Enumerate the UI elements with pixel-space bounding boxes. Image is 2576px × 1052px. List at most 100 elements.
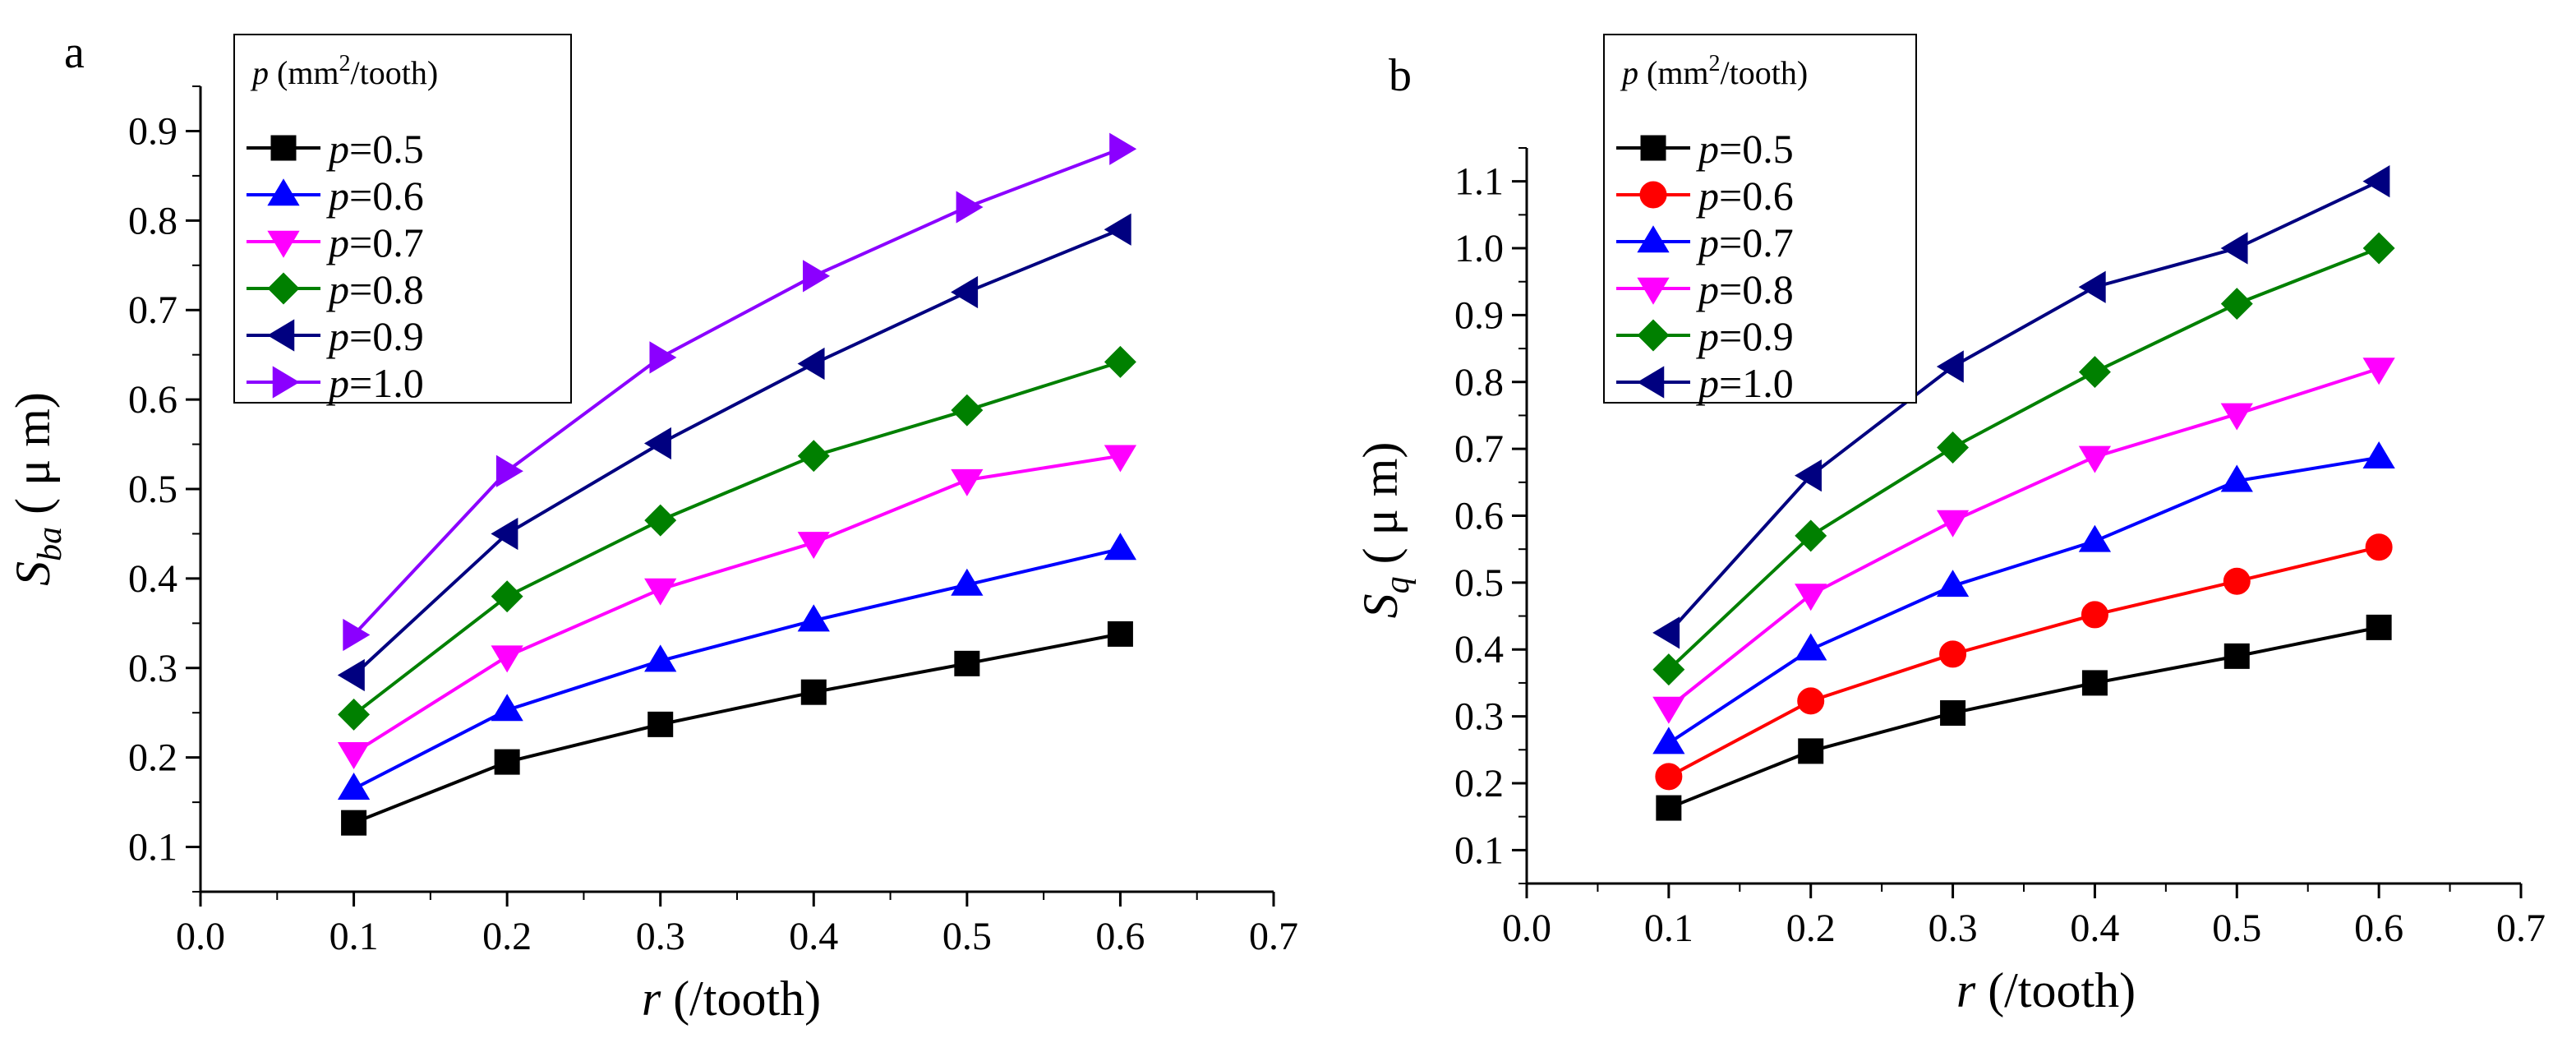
legend: p (mm2/tooth) p=0.5p=0.6p=0.7p=0.8p=0.9p=… bbox=[1603, 34, 1917, 406]
y-tick-label: 0.9 bbox=[1454, 293, 1504, 337]
data-point bbox=[494, 749, 520, 775]
legend-title: p (mm2/tooth) bbox=[1620, 51, 1808, 91]
series-2 bbox=[1652, 441, 2395, 754]
legend-marker bbox=[270, 135, 297, 161]
chart-panel-b: b 0.0 0.1 0.2 0.3 0.4 0.5 0.6 0.7 0.1 0.2 0.3 0.4 0.5… bbox=[1353, 34, 2546, 1017]
series-1 bbox=[337, 533, 1137, 801]
y-tick-label: 0.3 bbox=[1454, 695, 1504, 739]
legend-marker bbox=[1637, 366, 1665, 399]
data-point bbox=[1798, 738, 1824, 764]
data-point bbox=[2220, 464, 2253, 492]
data-point bbox=[2223, 567, 2251, 595]
y-axis-title: Sba ( μ m) bbox=[6, 392, 69, 586]
series-1 bbox=[1655, 533, 2393, 791]
data-point bbox=[1652, 727, 1685, 754]
data-point bbox=[951, 468, 984, 496]
y-axis-title: Sq ( μ m) bbox=[1353, 442, 1417, 619]
data-point bbox=[2078, 524, 2112, 552]
data-point bbox=[797, 604, 830, 632]
y-tick-label: 0.8 bbox=[128, 199, 177, 242]
x-tick-label: 0.2 bbox=[1786, 907, 1836, 950]
legend-marker bbox=[267, 230, 300, 258]
legend-label: p=0.9 bbox=[326, 313, 424, 359]
x-tick-label: 0.3 bbox=[636, 915, 685, 958]
legend-entry: p=1.0 bbox=[247, 360, 424, 406]
legend-label: p=0.5 bbox=[326, 126, 424, 172]
x-tick-label: 0.1 bbox=[1644, 907, 1694, 950]
x-tick-label: 0.0 bbox=[176, 915, 225, 958]
legend-entry: p=0.6 bbox=[247, 173, 424, 219]
data-point bbox=[337, 741, 371, 769]
legend-entry: p=0.9 bbox=[1616, 313, 1794, 359]
x-tick-label: 0.3 bbox=[1929, 907, 1978, 950]
data-point bbox=[1937, 431, 1970, 464]
data-point bbox=[2365, 533, 2393, 561]
legend-label: p=0.8 bbox=[326, 266, 424, 312]
data-point bbox=[644, 504, 677, 537]
legend-marker bbox=[1637, 225, 1670, 253]
legend-marker bbox=[1640, 135, 1666, 161]
legend-label: p=0.6 bbox=[326, 173, 424, 219]
data-point bbox=[1104, 213, 1131, 246]
y-tick-label: 0.6 bbox=[128, 378, 177, 422]
legend-marker bbox=[1637, 319, 1670, 352]
legend-entry: p=0.7 bbox=[247, 219, 424, 265]
data-point bbox=[1104, 445, 1137, 473]
legend-title: p (mm2/tooth) bbox=[250, 51, 438, 91]
legend-entry: p=0.5 bbox=[247, 126, 424, 172]
chart-panel-a: a 0.0 0.1 0.2 0.3 0.4 0.5 0.6 0.7 0.1 0.2 0.3 0.4 0.5… bbox=[6, 27, 1298, 1026]
y-tick-label: 0.7 bbox=[128, 288, 177, 332]
series-line bbox=[353, 147, 1122, 636]
data-point bbox=[2220, 403, 2253, 431]
data-point bbox=[800, 679, 827, 705]
y-tick-label: 0.7 bbox=[1454, 427, 1504, 471]
y-tick-label: 0.2 bbox=[1454, 762, 1504, 805]
data-point bbox=[2220, 232, 2248, 265]
legend-label: p=0.7 bbox=[1696, 219, 1794, 265]
x-tick-label: 0.2 bbox=[482, 915, 532, 958]
legend-entry: p=0.7 bbox=[1616, 219, 1794, 265]
series-line bbox=[353, 547, 1121, 791]
x-tick-label: 0.4 bbox=[2070, 907, 2119, 950]
data-point bbox=[1104, 345, 1136, 378]
series-3 bbox=[1652, 358, 2395, 724]
data-point bbox=[954, 650, 980, 676]
series-0 bbox=[1656, 614, 2392, 821]
data-point bbox=[2078, 356, 2111, 389]
y-tick-label: 0.3 bbox=[128, 647, 177, 690]
legend: p (mm2/tooth) p=0.5p=0.6p=0.7p=0.8p=0.9p=… bbox=[233, 34, 572, 406]
series-5 bbox=[343, 132, 1137, 652]
data-point bbox=[1795, 519, 1827, 552]
data-point bbox=[341, 810, 367, 836]
data-point bbox=[1936, 350, 1964, 383]
legend-label: p=0.9 bbox=[1696, 313, 1794, 359]
series-line bbox=[353, 228, 1122, 676]
data-point bbox=[2078, 270, 2106, 303]
data-point bbox=[2223, 643, 2250, 669]
data-point bbox=[643, 427, 671, 460]
series-line bbox=[1667, 247, 2380, 671]
series-0 bbox=[341, 621, 1133, 836]
legend-label: p=0.7 bbox=[326, 219, 424, 265]
data-point bbox=[797, 440, 830, 473]
data-point bbox=[491, 517, 518, 551]
data-point bbox=[1109, 132, 1137, 165]
data-point bbox=[797, 532, 830, 560]
data-point bbox=[1652, 616, 1680, 649]
x-tick-label: 0.6 bbox=[2354, 907, 2403, 950]
y-tick-label: 1.0 bbox=[1454, 227, 1504, 270]
data-point bbox=[644, 578, 677, 606]
legend-entry: p=0.5 bbox=[1616, 126, 1794, 172]
series-4 bbox=[1652, 232, 2395, 686]
x-axis-title: r (/tooth) bbox=[642, 971, 821, 1026]
data-point bbox=[1936, 510, 1970, 538]
legend-label: p=1.0 bbox=[1696, 360, 1794, 406]
panel-label: a bbox=[64, 27, 85, 78]
panel-label: b bbox=[1389, 50, 1412, 101]
series-line bbox=[1667, 455, 2380, 745]
y-tick-label: 0.4 bbox=[1454, 628, 1504, 671]
y-tick-label: 1.1 bbox=[1454, 160, 1504, 204]
data-point bbox=[803, 260, 831, 293]
data-point bbox=[337, 658, 365, 692]
